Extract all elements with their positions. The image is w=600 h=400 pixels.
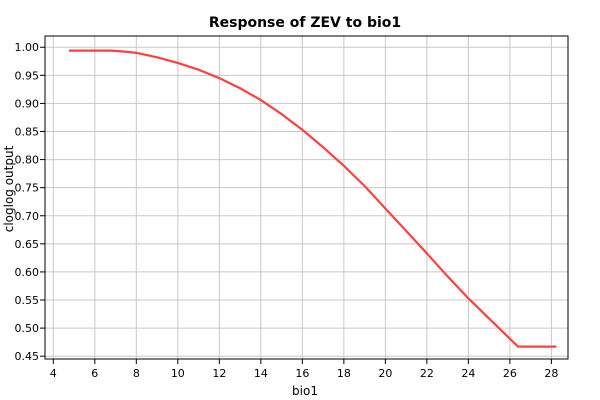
- x-tick-label: 8: [133, 367, 140, 380]
- x-tick-label: 18: [337, 367, 351, 380]
- y-tick-label: 0.75: [15, 182, 40, 195]
- y-tick-label: 0.45: [15, 350, 40, 363]
- y-tick-label: 0.90: [15, 97, 40, 110]
- x-tick-label: 10: [171, 367, 185, 380]
- x-tick-label: 24: [461, 367, 475, 380]
- plot-border: [44, 35, 569, 360]
- y-tick-label: 0.80: [15, 154, 40, 167]
- y-tick-label: 0.55: [15, 294, 40, 307]
- x-axis-label: bio1: [292, 384, 318, 398]
- x-tick-label: 14: [254, 367, 268, 380]
- x-tick-label: 20: [378, 367, 392, 380]
- x-tick-label: 22: [420, 367, 434, 380]
- chart-title: Response of ZEV to bio1: [209, 15, 401, 31]
- x-tick-label: 12: [212, 367, 226, 380]
- plot-layer: 4 6 8 10 12 14 16 18 20 22 24 26 28 0.45 0.50 0.55 0.60 0…: [15, 35, 569, 380]
- y-tick-label: 0.70: [15, 210, 40, 223]
- response-line-series: [68, 49, 557, 348]
- x-tick-label: 26: [503, 367, 517, 380]
- y-tick-label: 0.95: [15, 69, 40, 82]
- x-tick-label: 16: [295, 367, 309, 380]
- y-tick-label: 1.00: [15, 41, 40, 54]
- plot-area: [44, 35, 569, 360]
- x-tick-label: 6: [91, 367, 98, 380]
- y-tick-label: 0.50: [15, 322, 40, 335]
- y-tick-label: 0.60: [15, 266, 40, 279]
- x-tick-label: 28: [544, 367, 558, 380]
- y-tick-label: 0.85: [15, 125, 40, 138]
- y-tick-label: 0.65: [15, 238, 40, 251]
- x-tick-label: 4: [50, 367, 57, 380]
- y-axis-label: cloglog output: [2, 145, 16, 232]
